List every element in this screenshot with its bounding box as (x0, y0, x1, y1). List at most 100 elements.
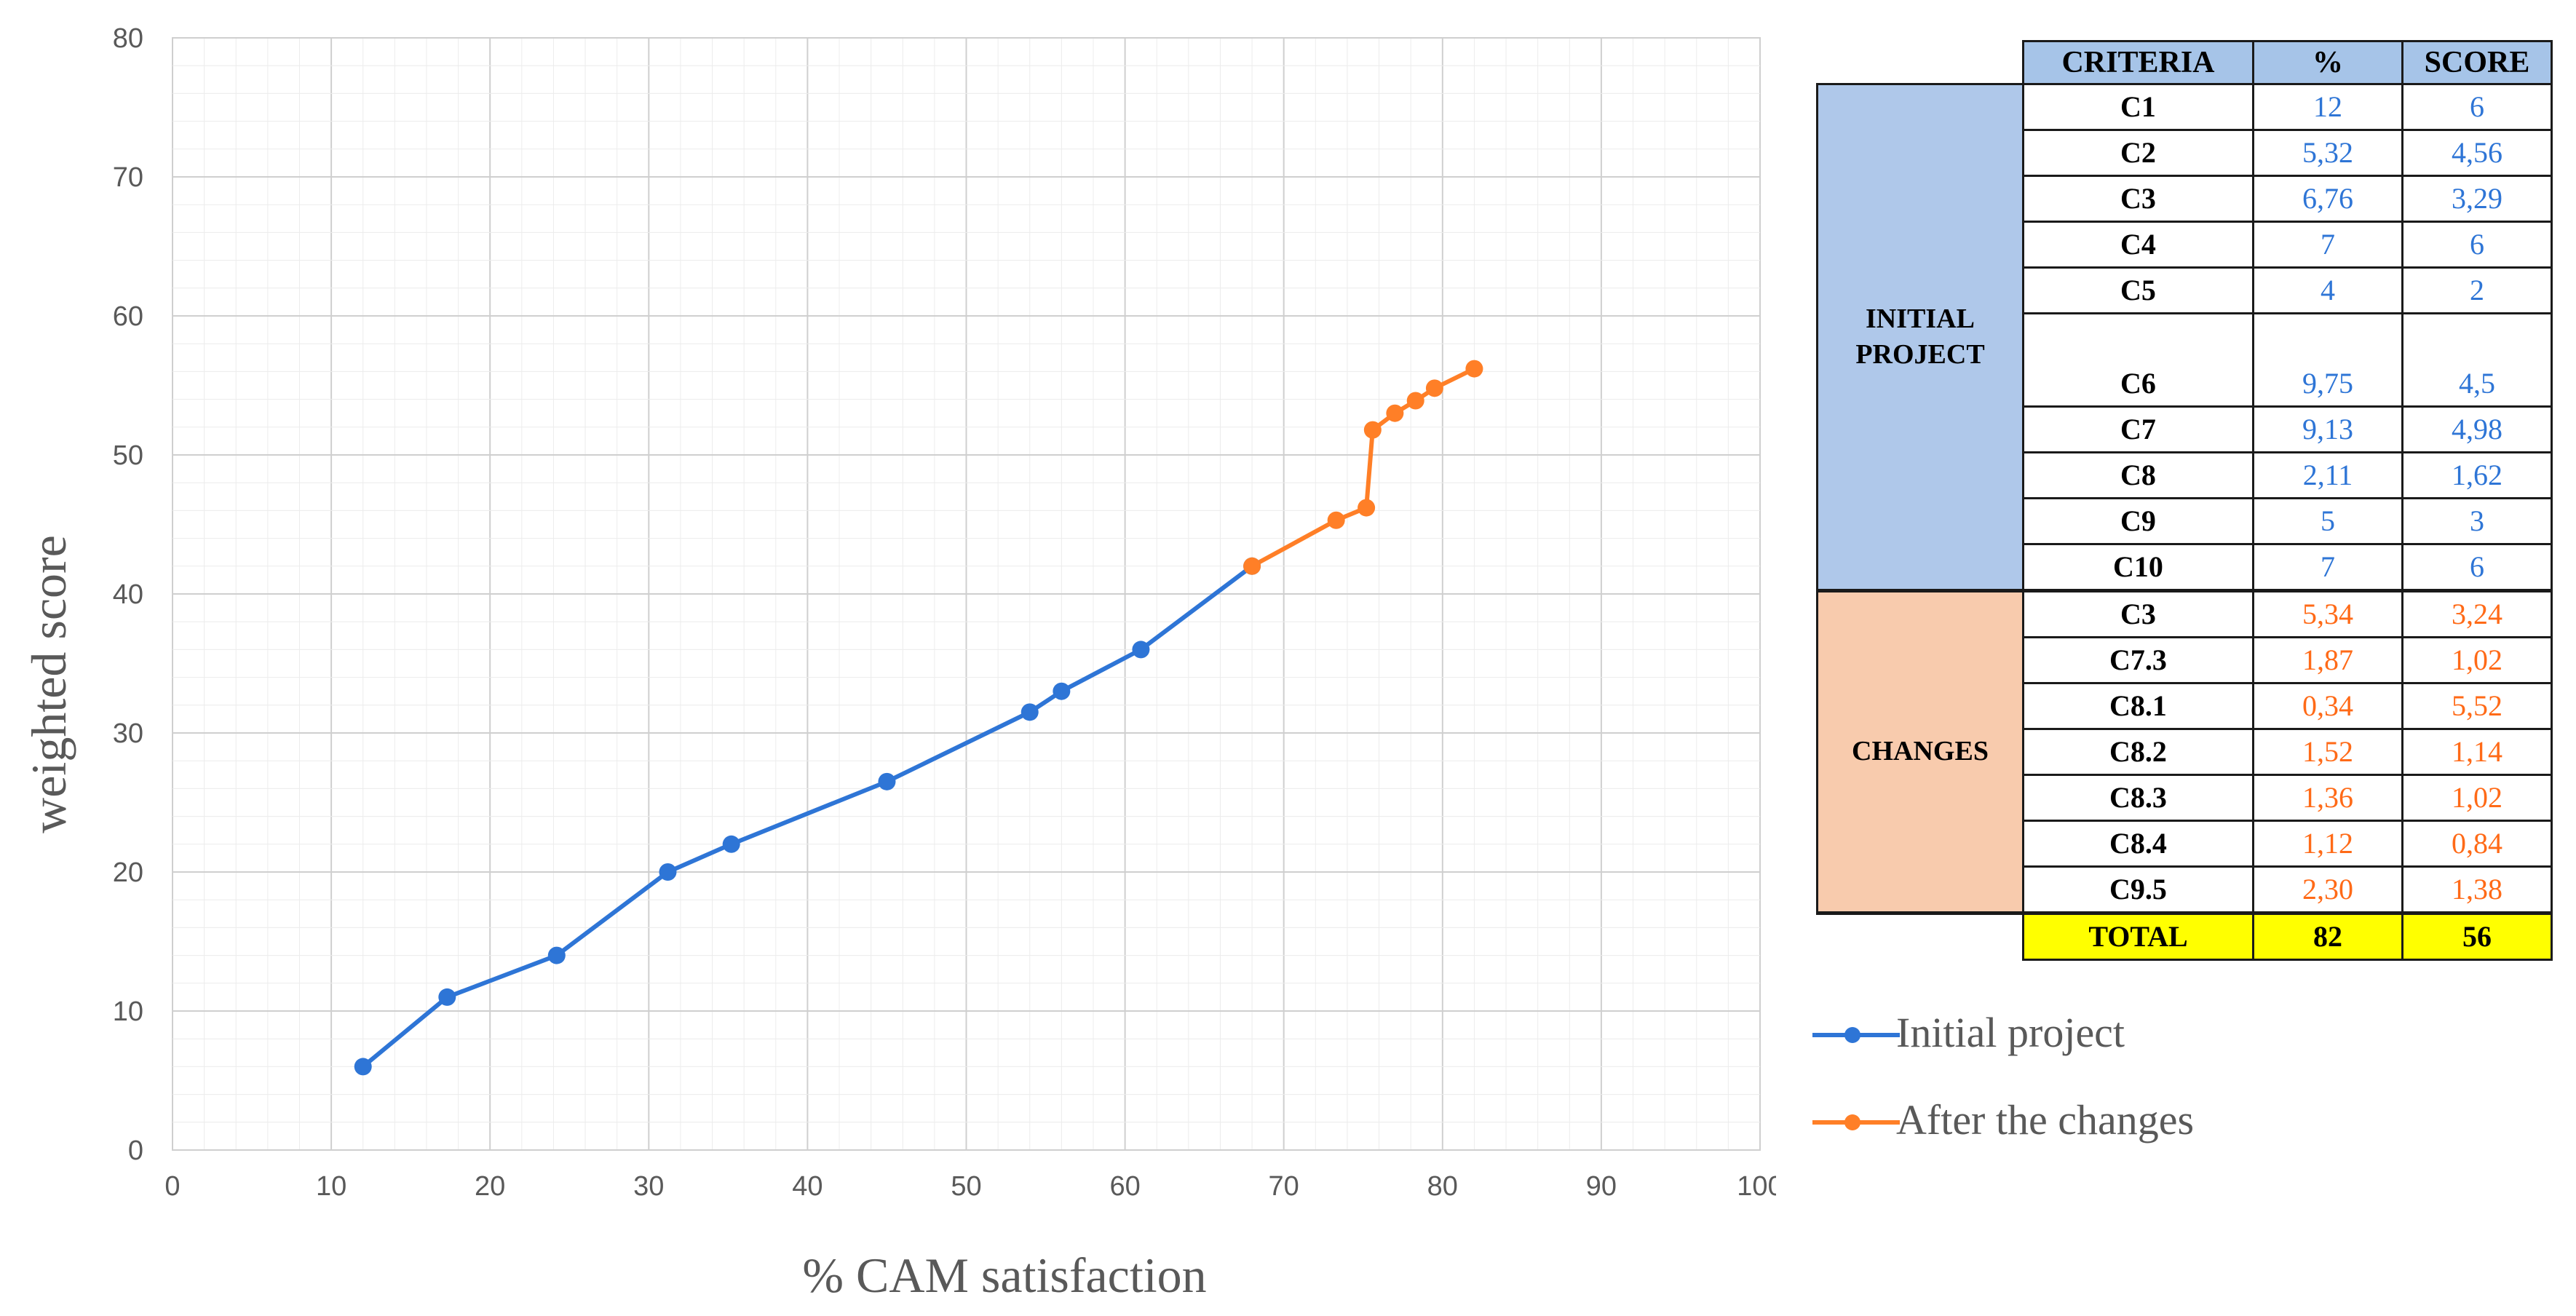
data-point-initial-project (659, 863, 677, 881)
header-score: SCORE (2401, 40, 2553, 85)
data-point-initial-project (438, 988, 456, 1006)
data-point-after-the-changes (1327, 511, 1345, 529)
y-tick-label: 80 (113, 23, 143, 54)
percent-cell: 9,13 (2252, 405, 2403, 453)
score-cell: 1,02 (2401, 636, 2553, 684)
score-cell: 2 (2401, 266, 2553, 314)
score-cell: 1,38 (2401, 865, 2553, 914)
criteria-cell: C4 (2022, 221, 2254, 269)
criteria-cell: C8.2 (2022, 728, 2254, 776)
data-point-after-the-changes (1386, 404, 1404, 422)
score-cell: 4,98 (2401, 405, 2553, 453)
score-cell: 6 (2401, 221, 2553, 269)
table-row-initial: C8 2,11 1,62 (1818, 451, 2553, 499)
criteria-cell: C5 (2022, 266, 2254, 314)
data-point-initial-project (1053, 682, 1071, 700)
table-row-initial: C9 5 3 (1818, 497, 2553, 545)
criteria-cell: C10 (2022, 543, 2254, 592)
score-cell: 4,56 (2401, 129, 2553, 177)
criteria-cell: C6 (2022, 312, 2254, 408)
y-tick-label: 20 (113, 857, 143, 888)
series-line-initial-project (361, 564, 1253, 1069)
x-tick-label: 50 (951, 1171, 981, 1202)
x-tick-label: 40 (792, 1171, 823, 1202)
table-row-changes: C8.3 1,36 1,02 (1818, 774, 2553, 822)
criteria-cell: C3 (2022, 589, 2254, 638)
x-axis-title: % CAM satisfaction (802, 1248, 1206, 1303)
y-tick-label: 50 (113, 440, 143, 471)
score-cell: 6 (2401, 543, 2553, 592)
group-label-changes: CHANGES (1816, 589, 2024, 914)
table-row-initial: INITIAL PROJECT C1 12 6 (1816, 83, 2553, 592)
y-tick-label: 40 (113, 579, 143, 610)
table-row-initial: C3 6,76 3,29 (1818, 175, 2553, 223)
legend-marker-changes (1844, 1114, 1860, 1130)
score-cell: 3,24 (2401, 589, 2553, 638)
criteria-cell: C2 (2022, 129, 2254, 177)
percent-cell: 1,87 (2252, 636, 2403, 684)
criteria-cell: C8.3 (2022, 774, 2254, 822)
table-header-row: CRITERIA% SCORE (1818, 40, 2553, 85)
criteria-cell: C1 (2022, 83, 2254, 131)
criteria-cell: C7 (2022, 405, 2254, 453)
score-cell: 6 (2401, 83, 2553, 131)
percent-cell: 1,52 (2252, 728, 2403, 776)
x-tick-label: 10 (316, 1171, 346, 1202)
table-row-changes: C8.4 1,12 0,84 (1818, 820, 2553, 868)
data-point-after-the-changes (1425, 379, 1443, 397)
total-percent: 82 (2252, 911, 2403, 961)
data-point-after-the-changes (1243, 557, 1261, 575)
percent-cell: 4 (2252, 266, 2403, 314)
data-point-initial-project (1132, 641, 1150, 659)
series-layer (354, 360, 1483, 1076)
table-row-changes: C8.1 0,34 5,52 (1818, 682, 2553, 730)
group-label-initial-project: INITIAL PROJECT (1816, 83, 2024, 592)
header-percent: % (2252, 40, 2403, 85)
line-chart: 0 10 20 30 40 50 60 70 80 90 10001020304050607080 … (21, 23, 1776, 1303)
criteria-table: CRITERIA% SCORE INITIAL PROJECT C1 12 6 C2 5,32… (1816, 40, 2553, 961)
data-point-after-the-changes (1363, 421, 1382, 439)
data-point-initial-project (547, 946, 566, 964)
total-score: 56 (2401, 911, 2553, 961)
criteria-cell: C9.5 (2022, 865, 2254, 914)
data-point-initial-project (1021, 703, 1039, 721)
criteria-cell: C8.4 (2022, 820, 2254, 868)
data-point-after-the-changes (1358, 499, 1376, 517)
table-corner-blank (1818, 41, 2024, 84)
x-tick-label: 90 (1586, 1171, 1617, 1202)
chart-grid (172, 37, 1761, 1151)
table-row-changes: C9.5 2,30 1,38 (1818, 865, 2553, 914)
data-point-initial-project (878, 772, 896, 790)
table-row-changes: C7.3 1,87 1,02 (1818, 636, 2553, 684)
x-tick-label: 70 (1269, 1171, 1299, 1202)
score-cell: 3 (2401, 497, 2553, 545)
header-criteria: CRITERIA (2022, 40, 2254, 85)
y-axis-title: weighted score (21, 535, 76, 833)
percent-cell: 7 (2252, 221, 2403, 269)
data-point-initial-project (354, 1058, 372, 1076)
table-row-initial: C7 9,13 4,98 (1818, 405, 2553, 453)
percent-cell: 2,30 (2252, 865, 2403, 914)
x-tick-label: 30 (633, 1171, 664, 1202)
percent-cell: 1,12 (2252, 820, 2403, 868)
table-row-initial: C4 7 6 (1818, 221, 2553, 269)
table-row-changes: C8.2 1,52 1,14 (1818, 728, 2553, 776)
table-row-initial: C10 7 6 (1818, 543, 2553, 592)
percent-cell: 0,34 (2252, 682, 2403, 730)
axis-ticks: 0 10 20 30 40 50 60 70 80 90 100 0 10 20 30 40 50 60 70 80 (113, 23, 1776, 1202)
percent-cell: 5,32 (2252, 129, 2403, 177)
criteria-cell: C7.3 (2022, 636, 2254, 684)
percent-cell: 7 (2252, 543, 2403, 592)
x-tick-label: 100 (1737, 1171, 1776, 1202)
criteria-cell: C9 (2022, 497, 2254, 545)
score-cell: 5,52 (2401, 682, 2553, 730)
percent-cell: 1,36 (2252, 774, 2403, 822)
y-tick-label: 30 (113, 718, 143, 749)
total-label: TOTAL (2022, 911, 2254, 961)
score-cell: 1,02 (2401, 774, 2553, 822)
x-tick-label: 0 (165, 1171, 180, 1202)
x-tick-label: 20 (475, 1171, 505, 1202)
percent-cell: 9,75 (2252, 312, 2403, 408)
total-blank-cell (1817, 911, 2024, 960)
y-tick-label: 10 (113, 996, 143, 1027)
